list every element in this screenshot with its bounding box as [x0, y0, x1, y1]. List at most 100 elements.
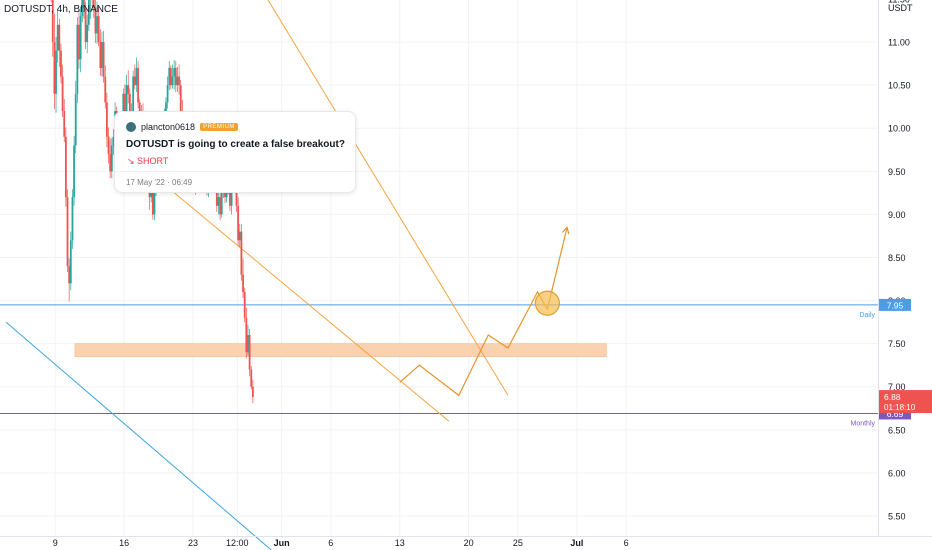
candle-body: [53, 42, 56, 94]
price-tick-label: 6.00: [888, 468, 906, 478]
candle-body: [83, 0, 85, 8]
trendline-wedge-bottom: [153, 175, 450, 422]
support-zone: [74, 343, 607, 357]
candle-body: [96, 16, 98, 34]
candle-body: [55, 50, 57, 94]
candle-body: [240, 231, 243, 275]
symbol-title: DOTUSDT, 4h, BINANCE: [4, 4, 118, 15]
time-axis[interactable]: 9 16 23 12:00 Jun 6 13 20 25 Jul 6: [53, 538, 629, 548]
price-axis[interactable]: 5.506.006.507.007.508.008.509.009.5010.0…: [888, 0, 911, 522]
price-tick-label: 7.00: [888, 382, 906, 392]
candle-body: [178, 76, 180, 86]
candle-body: [87, 0, 90, 25]
candle-body: [92, 0, 95, 8]
candle-body: [153, 188, 156, 215]
last-price-tag: [879, 390, 932, 414]
chart-grid: [0, 0, 878, 536]
candle-body: [66, 197, 69, 267]
candle-body: [166, 85, 169, 103]
candle-body: [71, 197, 74, 241]
candle-body: [122, 93, 125, 120]
trendline-wedge-top: [267, 0, 509, 396]
price-tick-label: 6.50: [888, 425, 906, 435]
candle-body: [137, 67, 139, 103]
candle-body: [56, 24, 59, 51]
candle-body: [127, 85, 130, 94]
candle-body: [251, 386, 254, 398]
last-price-value: 6.88: [884, 392, 901, 402]
time-tick-label: 20: [464, 538, 474, 548]
candle-body: [63, 111, 66, 137]
time-tick-label: 12:00: [226, 538, 249, 548]
candle-body: [104, 76, 107, 103]
candle-body: [84, 7, 87, 43]
candle-body: [79, 16, 82, 60]
candle-body: [86, 24, 89, 43]
candle-body: [68, 266, 71, 284]
candle-body: [78, 24, 80, 60]
candle-body: [237, 205, 240, 241]
candle-body: [64, 136, 67, 198]
candle-countdown: 01:18:10: [884, 403, 916, 412]
time-tick-label: Jul: [570, 538, 583, 548]
candle-body: [97, 16, 100, 43]
time-tick-label: 16: [119, 538, 129, 548]
price-tick-label: 9.50: [888, 167, 906, 177]
candle-body: [73, 145, 75, 198]
target-circle: [534, 290, 560, 316]
price-tag-daily: [879, 298, 911, 311]
candle-body: [247, 335, 249, 353]
candle-body: [109, 154, 112, 172]
price-tag-value: 7.95: [887, 300, 904, 310]
candle-body: [125, 85, 128, 112]
candle-body: [243, 291, 246, 318]
candle-body: [81, 0, 84, 17]
candle-body: [94, 7, 97, 34]
price-tick-label: 9.00: [888, 210, 906, 220]
avatar[interactable]: [126, 122, 136, 132]
candle-body: [168, 67, 171, 86]
author-row: plancton0618 PREMIUM: [126, 122, 238, 132]
time-tick-label: 6: [624, 538, 629, 548]
candle-body: [99, 42, 102, 68]
card-divider: [115, 171, 355, 172]
idea-title[interactable]: DOTUSDT is going to create a false break…: [126, 139, 345, 150]
candle-body: [105, 102, 108, 137]
price-tick-label: 8.50: [888, 253, 906, 263]
time-tick-label: 9: [53, 538, 58, 548]
price-tick-label: 10.00: [888, 124, 911, 134]
candle-body: [74, 93, 77, 146]
candle-body: [220, 188, 223, 215]
candle-body: [242, 274, 244, 292]
time-tick-label: 6: [328, 538, 333, 548]
candle-body: [61, 76, 64, 112]
candle-body: [169, 67, 172, 86]
time-tick-label: Jun: [274, 538, 290, 548]
publish-date: 17 May '22 · 06:49: [126, 178, 193, 187]
candle-body: [173, 67, 176, 77]
author-name[interactable]: plancton0618: [141, 122, 196, 132]
premium-badge: PREMIUM: [200, 123, 238, 131]
candle-body: [101, 42, 103, 68]
candle-body: [235, 188, 238, 206]
candle-body: [69, 240, 72, 284]
candles: [50, 0, 254, 404]
time-tick-label: 23: [188, 538, 198, 548]
candle-body: [179, 85, 182, 112]
level-label-monthly: Monthly: [850, 420, 875, 427]
idea-card[interactable]: plancton0618 PREMIUM DOTUSDT is going to…: [114, 111, 356, 193]
price-tick-label: 11.50: [888, 0, 910, 4]
trendline-channel-lower: [5, 321, 272, 550]
price-tick-label: 10.50: [888, 81, 911, 91]
candle-body: [135, 67, 138, 86]
candle-body: [230, 188, 233, 206]
candle-body: [110, 145, 113, 172]
drawing-overlay: WeeklyDailyMonthly: [0, 0, 878, 550]
candle-body: [174, 67, 177, 86]
direction-label: ↘ SHORT: [127, 156, 169, 166]
projection-drawing: [399, 226, 570, 397]
candle-body: [112, 136, 115, 146]
candle-body: [248, 335, 251, 370]
price-axis-unit: USDT: [888, 3, 913, 13]
